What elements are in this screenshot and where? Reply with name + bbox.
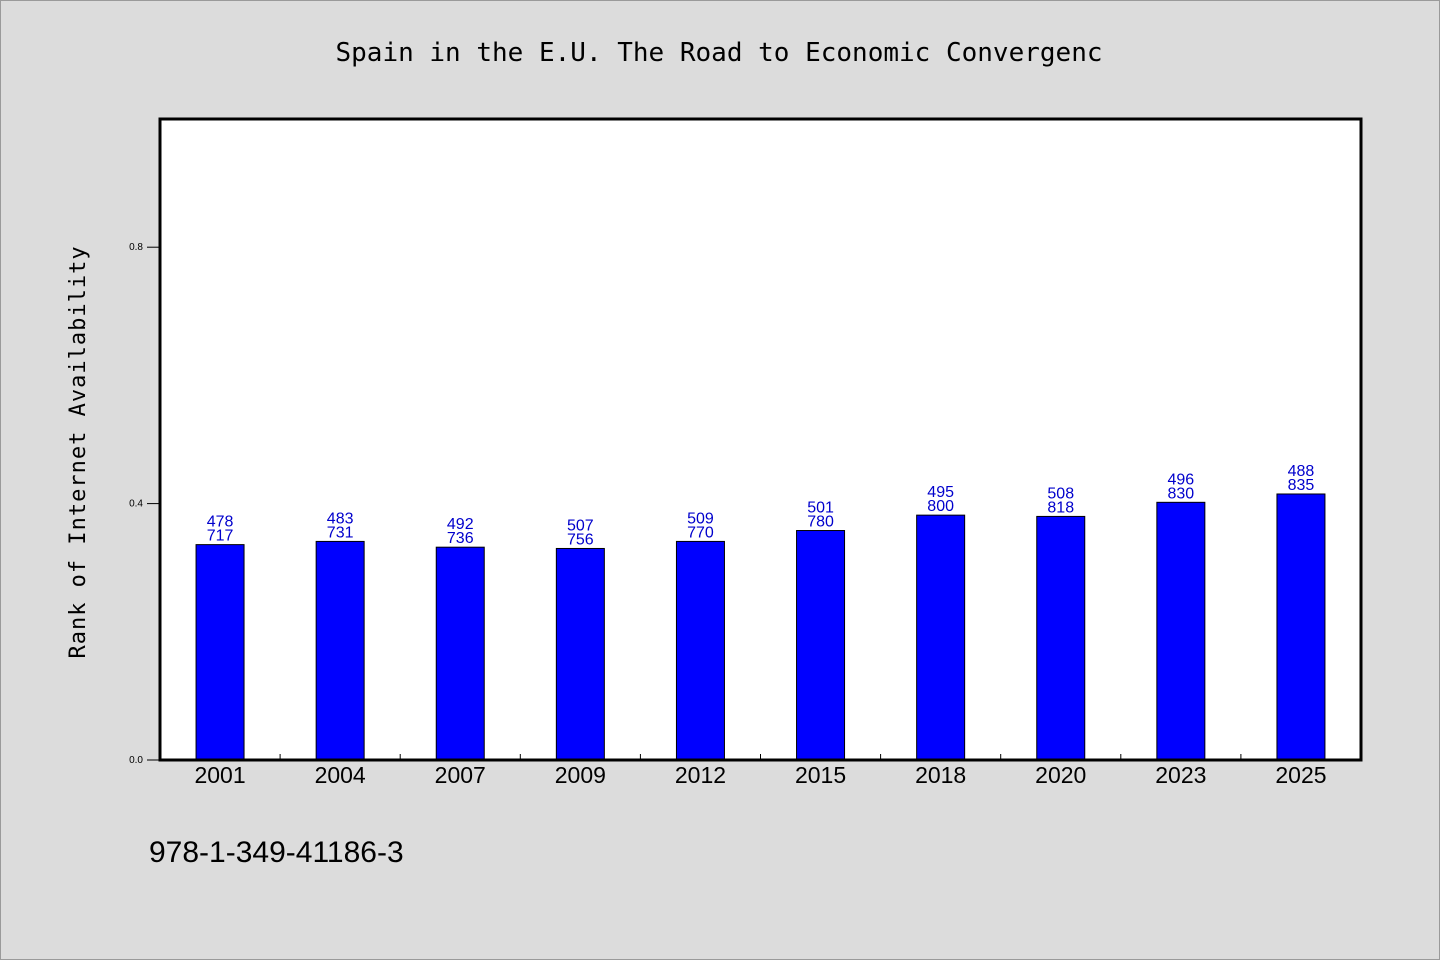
data-label-bottom-2001: 717	[207, 528, 234, 545]
data-label-top-2001: 478	[207, 514, 234, 531]
data-label-top-2015: 501	[807, 500, 834, 517]
data-label-bottom-2009: 756	[567, 531, 594, 548]
y-axis-label: Rank of Internet Availability	[66, 245, 91, 658]
data-label-bottom-2004: 731	[327, 524, 354, 541]
x-tick-label-2012: 2012	[675, 762, 726, 788]
chart-title: Spain in the E.U. The Road to Economic C…	[335, 38, 1102, 68]
plot-border	[158, 117, 1363, 762]
data-label-top-2025: 488	[1288, 463, 1315, 480]
data-label-top-2007: 492	[447, 516, 474, 533]
footer-code: 978-1-349-41186-3	[149, 836, 404, 869]
x-tick-label-2015: 2015	[795, 762, 846, 788]
bar-2023	[1156, 501, 1206, 761]
bar-2020	[1036, 515, 1086, 761]
x-tick-label-2025: 2025	[1275, 762, 1326, 788]
bar-2009	[555, 547, 605, 761]
x-tick-label-2018: 2018	[915, 762, 966, 788]
bar-2012	[675, 540, 725, 761]
bar-2018	[916, 514, 966, 761]
bar-2025	[1276, 493, 1326, 761]
data-label-top-2009: 507	[567, 517, 594, 534]
data-label-top-2023: 496	[1167, 471, 1194, 488]
bar-2004	[315, 540, 365, 761]
data-label-top-2004: 483	[327, 510, 354, 527]
data-label-top-2012: 509	[687, 510, 714, 527]
y-tick-label-0: 0.0	[129, 755, 143, 766]
data-label-bottom-2020: 818	[1047, 499, 1074, 516]
bar-2007	[435, 546, 485, 761]
bars-group	[195, 493, 1326, 761]
x-tick-label-2023: 2023	[1155, 762, 1206, 788]
data-label-bottom-2025: 835	[1288, 477, 1315, 494]
data-label-top-2020: 508	[1047, 485, 1074, 502]
y-tick-label-1: 0.4	[129, 499, 143, 510]
x-tick-label-2004: 2004	[315, 762, 366, 788]
x-tick-label-2009: 2009	[555, 762, 606, 788]
x-tick-label-2001: 2001	[194, 762, 245, 788]
data-label-bottom-2023: 830	[1167, 485, 1194, 502]
y-axis-ticks: 0.0 0.4 0.8	[129, 242, 160, 766]
y-tick-label-2: 0.8	[129, 242, 143, 253]
x-tick-label-2020: 2020	[1035, 762, 1086, 788]
x-tick-label-2007: 2007	[435, 762, 486, 788]
x-axis-ticks: 2001 2004 2007 2009 2012 2015 2018 2020 2023 2025	[194, 754, 1327, 788]
data-label-bottom-2007: 736	[447, 530, 474, 547]
data-label-bottom-2015: 780	[807, 514, 834, 531]
bar-2015	[796, 530, 846, 761]
data-label-top-2018: 495	[927, 484, 954, 501]
data-label-bottom-2012: 770	[687, 524, 714, 541]
data-label-bottom-2018: 800	[927, 498, 954, 515]
bar-2001	[195, 544, 245, 761]
